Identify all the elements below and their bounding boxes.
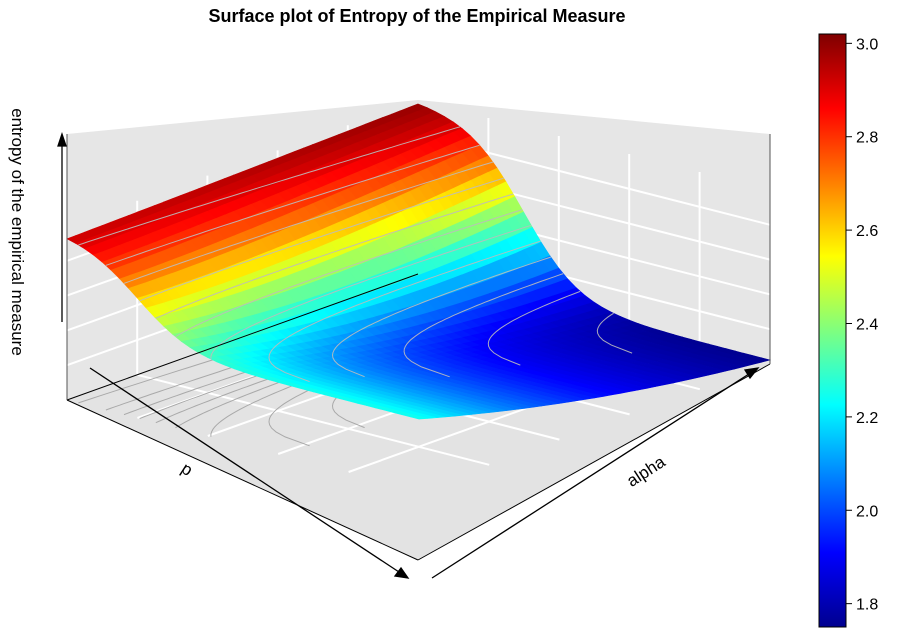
grid-floor-p-4 xyxy=(136,373,490,466)
surface-contour-9 xyxy=(123,161,494,284)
surface-contour-5 xyxy=(210,224,532,360)
frame-edge-floor-front-right xyxy=(417,363,771,561)
z-arrow-head xyxy=(57,131,67,147)
surface-cell xyxy=(410,415,428,420)
p-arrow-head xyxy=(393,566,410,579)
colorbar: 1.8 2.0 2.2 2.4 2.6 2.8 3.0 xyxy=(818,33,878,628)
alpha-arrow-head xyxy=(743,367,760,380)
alpha-axis-label: alpha xyxy=(623,452,669,491)
box-frame xyxy=(66,134,771,561)
surface-contour-0 xyxy=(596,312,633,354)
p-axis-arrow xyxy=(89,367,403,575)
axis-arrows xyxy=(57,131,760,579)
chart-title: Surface plot of Entropy of the Empirical… xyxy=(208,6,625,26)
colorbar-tick-label-5: 2.8 xyxy=(856,130,878,147)
colorbar-tick-label-4: 2.6 xyxy=(856,223,878,240)
colorbar-tick-label-1: 2.0 xyxy=(856,503,878,520)
colorbar-ticks: 1.8 2.0 2.2 2.4 2.6 2.8 3.0 xyxy=(846,36,878,614)
colorbar-tick-label-0: 1.8 xyxy=(856,597,878,614)
surface-contour-11 xyxy=(78,126,461,246)
surface-contour-3 xyxy=(331,256,551,378)
frame-edge-floor-front-left xyxy=(66,399,419,561)
surface-contour-2 xyxy=(403,273,564,378)
frame-edge-floor-back xyxy=(66,273,419,401)
colorbar-tick-label-6: 3.0 xyxy=(856,36,878,53)
alpha-axis-arrow xyxy=(431,371,753,579)
colorbar-tick-label-2: 2.2 xyxy=(856,410,878,427)
surface-contours xyxy=(78,126,633,383)
surface-contour-10 xyxy=(105,144,480,266)
surface-contour-6 xyxy=(175,209,523,338)
surface-contour-8 xyxy=(139,177,504,302)
colorbar-tick-label-3: 2.4 xyxy=(856,316,878,333)
colorbar-bar xyxy=(818,33,847,628)
p-axis-label: p xyxy=(178,459,196,480)
back-right-panel xyxy=(418,100,770,364)
z-axis-label: entropy of the empirical measure xyxy=(8,108,27,356)
surface-contour-7 xyxy=(155,193,514,319)
surface-contour-4 xyxy=(268,240,541,383)
surface-contour-1 xyxy=(487,290,581,366)
entropy-surface xyxy=(66,103,772,420)
